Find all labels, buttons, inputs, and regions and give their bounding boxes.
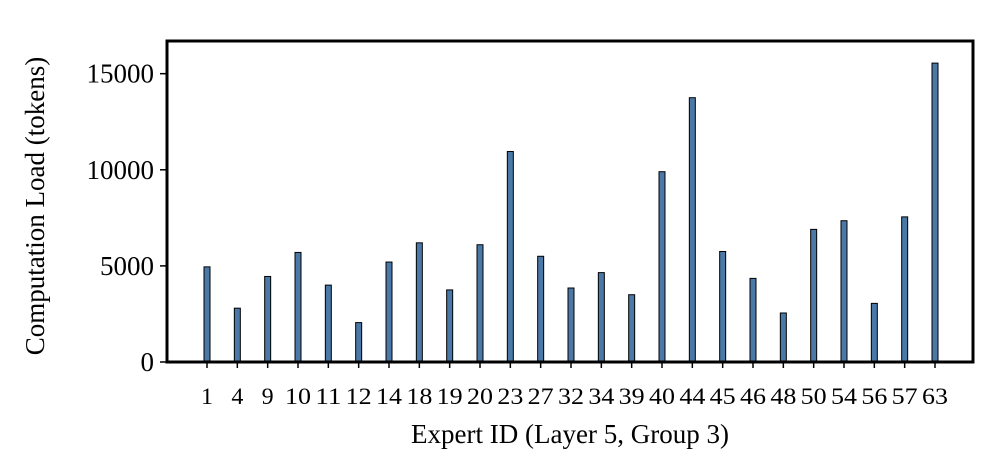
x-tick-label: 10 <box>285 384 311 409</box>
x-tick-label: 44 <box>679 384 706 409</box>
x-tick-label: 57 <box>892 384 918 409</box>
x-axis-label: Expert ID (Layer 5, Group 3) <box>411 419 729 449</box>
x-tick-label: 11 <box>315 384 341 409</box>
bars-group <box>203 62 939 363</box>
y-tick-label: 15000 <box>87 59 155 89</box>
bar-expert-46 <box>749 277 757 363</box>
x-tick-label: 18 <box>406 384 432 409</box>
x-tick-label: 56 <box>861 384 887 409</box>
bar-expert-54 <box>840 220 848 363</box>
x-tick-label: 20 <box>467 384 493 409</box>
bar-expert-23 <box>506 151 514 363</box>
x-tick-label: 4 <box>231 384 244 409</box>
x-tick-label: 19 <box>437 384 463 409</box>
bar-expert-34 <box>597 272 605 363</box>
bar-expert-14 <box>385 261 393 363</box>
bar-expert-32 <box>567 287 575 363</box>
x-tick-label: 40 <box>649 384 675 409</box>
x-tick-label: 50 <box>801 384 827 409</box>
bar-expert-57 <box>901 216 909 363</box>
y-tick-label: 0 <box>141 347 155 377</box>
bar-expert-19 <box>446 289 454 363</box>
bar-expert-10 <box>294 251 302 363</box>
bar-expert-39 <box>628 294 636 363</box>
y-axis-label: Computation Load (tokens) <box>20 57 50 355</box>
x-axis-ticks: 1 4 9 10 11 12 14 18 19 20 23 27 32 34 39 40 44 45 46 48 50 5… <box>201 362 948 409</box>
x-tick-label: 9 <box>262 384 274 409</box>
y-tick-label: 10000 <box>87 155 155 185</box>
bar-expert-56 <box>870 302 878 363</box>
bar-expert-9 <box>264 275 272 363</box>
x-tick-label: 23 <box>497 384 523 409</box>
y-axis-ticks: 0 5000 10000 15000 <box>87 59 167 377</box>
x-tick-label: 54 <box>831 384 858 409</box>
bar-expert-18 <box>415 242 423 363</box>
bar-expert-4 <box>233 307 241 363</box>
bar-expert-40 <box>658 171 666 363</box>
x-tick-label: 32 <box>558 384 584 409</box>
x-tick-label: 14 <box>376 384 403 409</box>
y-tick-label: 5000 <box>100 251 154 281</box>
x-tick-label: 45 <box>710 384 736 409</box>
bar-expert-27 <box>537 255 545 363</box>
x-tick-label: 63 <box>922 384 948 409</box>
x-tick-label: 12 <box>346 384 372 409</box>
x-tick-label: 27 <box>528 384 554 409</box>
bar-expert-20 <box>476 244 484 363</box>
x-tick-label: 48 <box>770 384 796 409</box>
bar-expert-45 <box>719 250 727 363</box>
bar-expert-44 <box>688 97 696 363</box>
x-tick-label: 34 <box>588 384 615 409</box>
x-tick-label: 46 <box>740 384 766 409</box>
bar-expert-50 <box>810 228 818 363</box>
bar-expert-63 <box>931 62 939 363</box>
bar-expert-11 <box>324 284 332 363</box>
bar-expert-48 <box>779 312 787 363</box>
bar-expert-1 <box>203 266 211 363</box>
x-tick-label: 1 <box>201 384 213 409</box>
x-tick-label: 39 <box>619 384 645 409</box>
bar-expert-12 <box>355 322 363 363</box>
plot-frame <box>165 39 975 364</box>
